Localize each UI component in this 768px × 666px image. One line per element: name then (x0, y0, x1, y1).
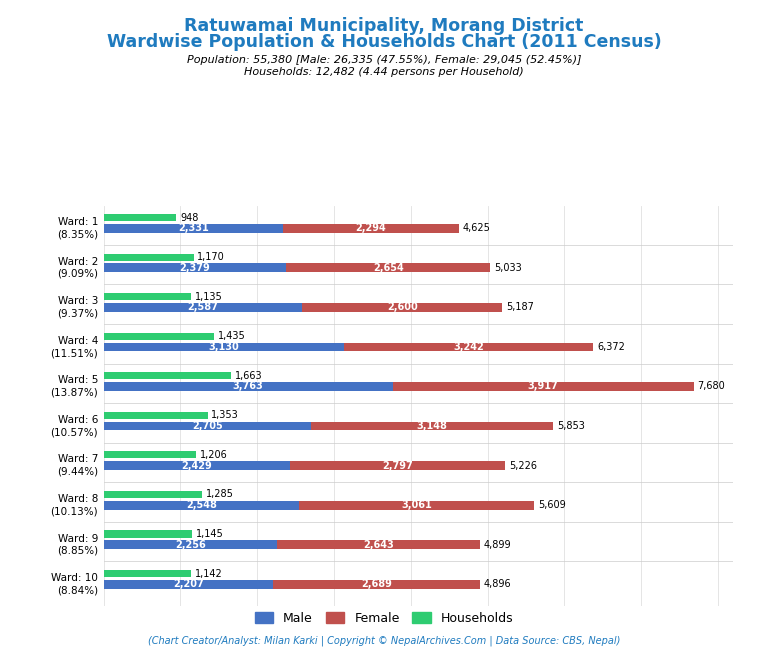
Bar (104, 452, 197, 458)
Text: 2,429: 2,429 (181, 461, 212, 471)
Text: 2,705: 2,705 (192, 421, 223, 431)
Text: 3,130: 3,130 (208, 342, 240, 352)
Legend: Male, Female, Households: Male, Female, Households (250, 607, 518, 630)
Bar (104, 293, 190, 300)
Text: 2,643: 2,643 (363, 539, 394, 549)
Text: 2,689: 2,689 (361, 579, 392, 589)
Text: 5,609: 5,609 (538, 500, 566, 510)
Text: 2,548: 2,548 (186, 500, 217, 510)
Bar (312, 422, 553, 430)
Bar (290, 462, 505, 470)
Text: 4,899: 4,899 (484, 539, 511, 549)
Bar (286, 264, 490, 272)
Bar (104, 382, 392, 391)
Text: 3,763: 3,763 (233, 382, 263, 392)
Bar (344, 342, 593, 351)
Text: (Chart Creator/Analyst: Milan Karki | Copyright © NepalArchives.Com | Data Sourc: (Chart Creator/Analyst: Milan Karki | Co… (147, 635, 621, 646)
Text: 2,600: 2,600 (387, 302, 418, 312)
Text: 4,625: 4,625 (462, 223, 491, 233)
Text: 2,207: 2,207 (173, 579, 204, 589)
Text: 2,587: 2,587 (187, 302, 218, 312)
Text: 2,294: 2,294 (356, 223, 386, 233)
Text: 2,331: 2,331 (178, 223, 209, 233)
Text: 2,256: 2,256 (175, 539, 206, 549)
Text: 1,353: 1,353 (211, 410, 239, 420)
Bar (104, 333, 214, 340)
Text: Households: 12,482 (4.44 persons per Household): Households: 12,482 (4.44 persons per Hou… (244, 67, 524, 77)
Text: 1,285: 1,285 (206, 490, 234, 500)
Bar (104, 412, 207, 419)
Bar (104, 540, 277, 549)
Text: Population: 55,380 [Male: 26,335 (47.55%), Female: 29,045 (52.45%)]: Population: 55,380 [Male: 26,335 (47.55%… (187, 55, 581, 65)
Bar (104, 531, 191, 537)
Text: 5,226: 5,226 (509, 461, 537, 471)
Bar (300, 501, 535, 509)
Bar (283, 224, 458, 232)
Text: 2,654: 2,654 (373, 263, 404, 273)
Text: 1,145: 1,145 (195, 529, 223, 539)
Bar (104, 254, 194, 260)
Text: 5,853: 5,853 (557, 421, 585, 431)
Text: 1,170: 1,170 (197, 252, 225, 262)
Bar (104, 224, 283, 232)
Text: 1,663: 1,663 (235, 371, 263, 381)
Text: 2,797: 2,797 (382, 461, 413, 471)
Text: 7,680: 7,680 (697, 382, 725, 392)
Bar (104, 303, 303, 312)
Text: 3,061: 3,061 (402, 500, 432, 510)
Text: 3,148: 3,148 (417, 421, 448, 431)
Bar (104, 264, 286, 272)
Bar (273, 580, 480, 589)
Bar (104, 580, 273, 589)
Text: 4,896: 4,896 (484, 579, 511, 589)
Bar (104, 214, 177, 221)
Text: 6,372: 6,372 (597, 342, 624, 352)
Bar (104, 342, 344, 351)
Text: 5,187: 5,187 (506, 302, 534, 312)
Bar (104, 501, 300, 509)
Text: Ratuwamai Municipality, Morang District: Ratuwamai Municipality, Morang District (184, 17, 584, 35)
Text: 1,435: 1,435 (218, 331, 246, 341)
Text: 3,242: 3,242 (453, 342, 484, 352)
Bar (104, 422, 312, 430)
Text: 948: 948 (180, 212, 199, 222)
Bar (277, 540, 480, 549)
Text: 1,206: 1,206 (200, 450, 228, 460)
Bar (392, 382, 694, 391)
Bar (104, 570, 191, 577)
Bar (104, 372, 231, 380)
Bar (104, 491, 202, 498)
Text: Wardwise Population & Households Chart (2011 Census): Wardwise Population & Households Chart (… (107, 33, 661, 51)
Text: 1,135: 1,135 (194, 292, 223, 302)
Bar (104, 462, 290, 470)
Text: 3,917: 3,917 (528, 382, 558, 392)
Text: 1,142: 1,142 (195, 569, 223, 579)
Text: 2,379: 2,379 (180, 263, 210, 273)
Text: 5,033: 5,033 (494, 263, 521, 273)
Bar (303, 303, 502, 312)
